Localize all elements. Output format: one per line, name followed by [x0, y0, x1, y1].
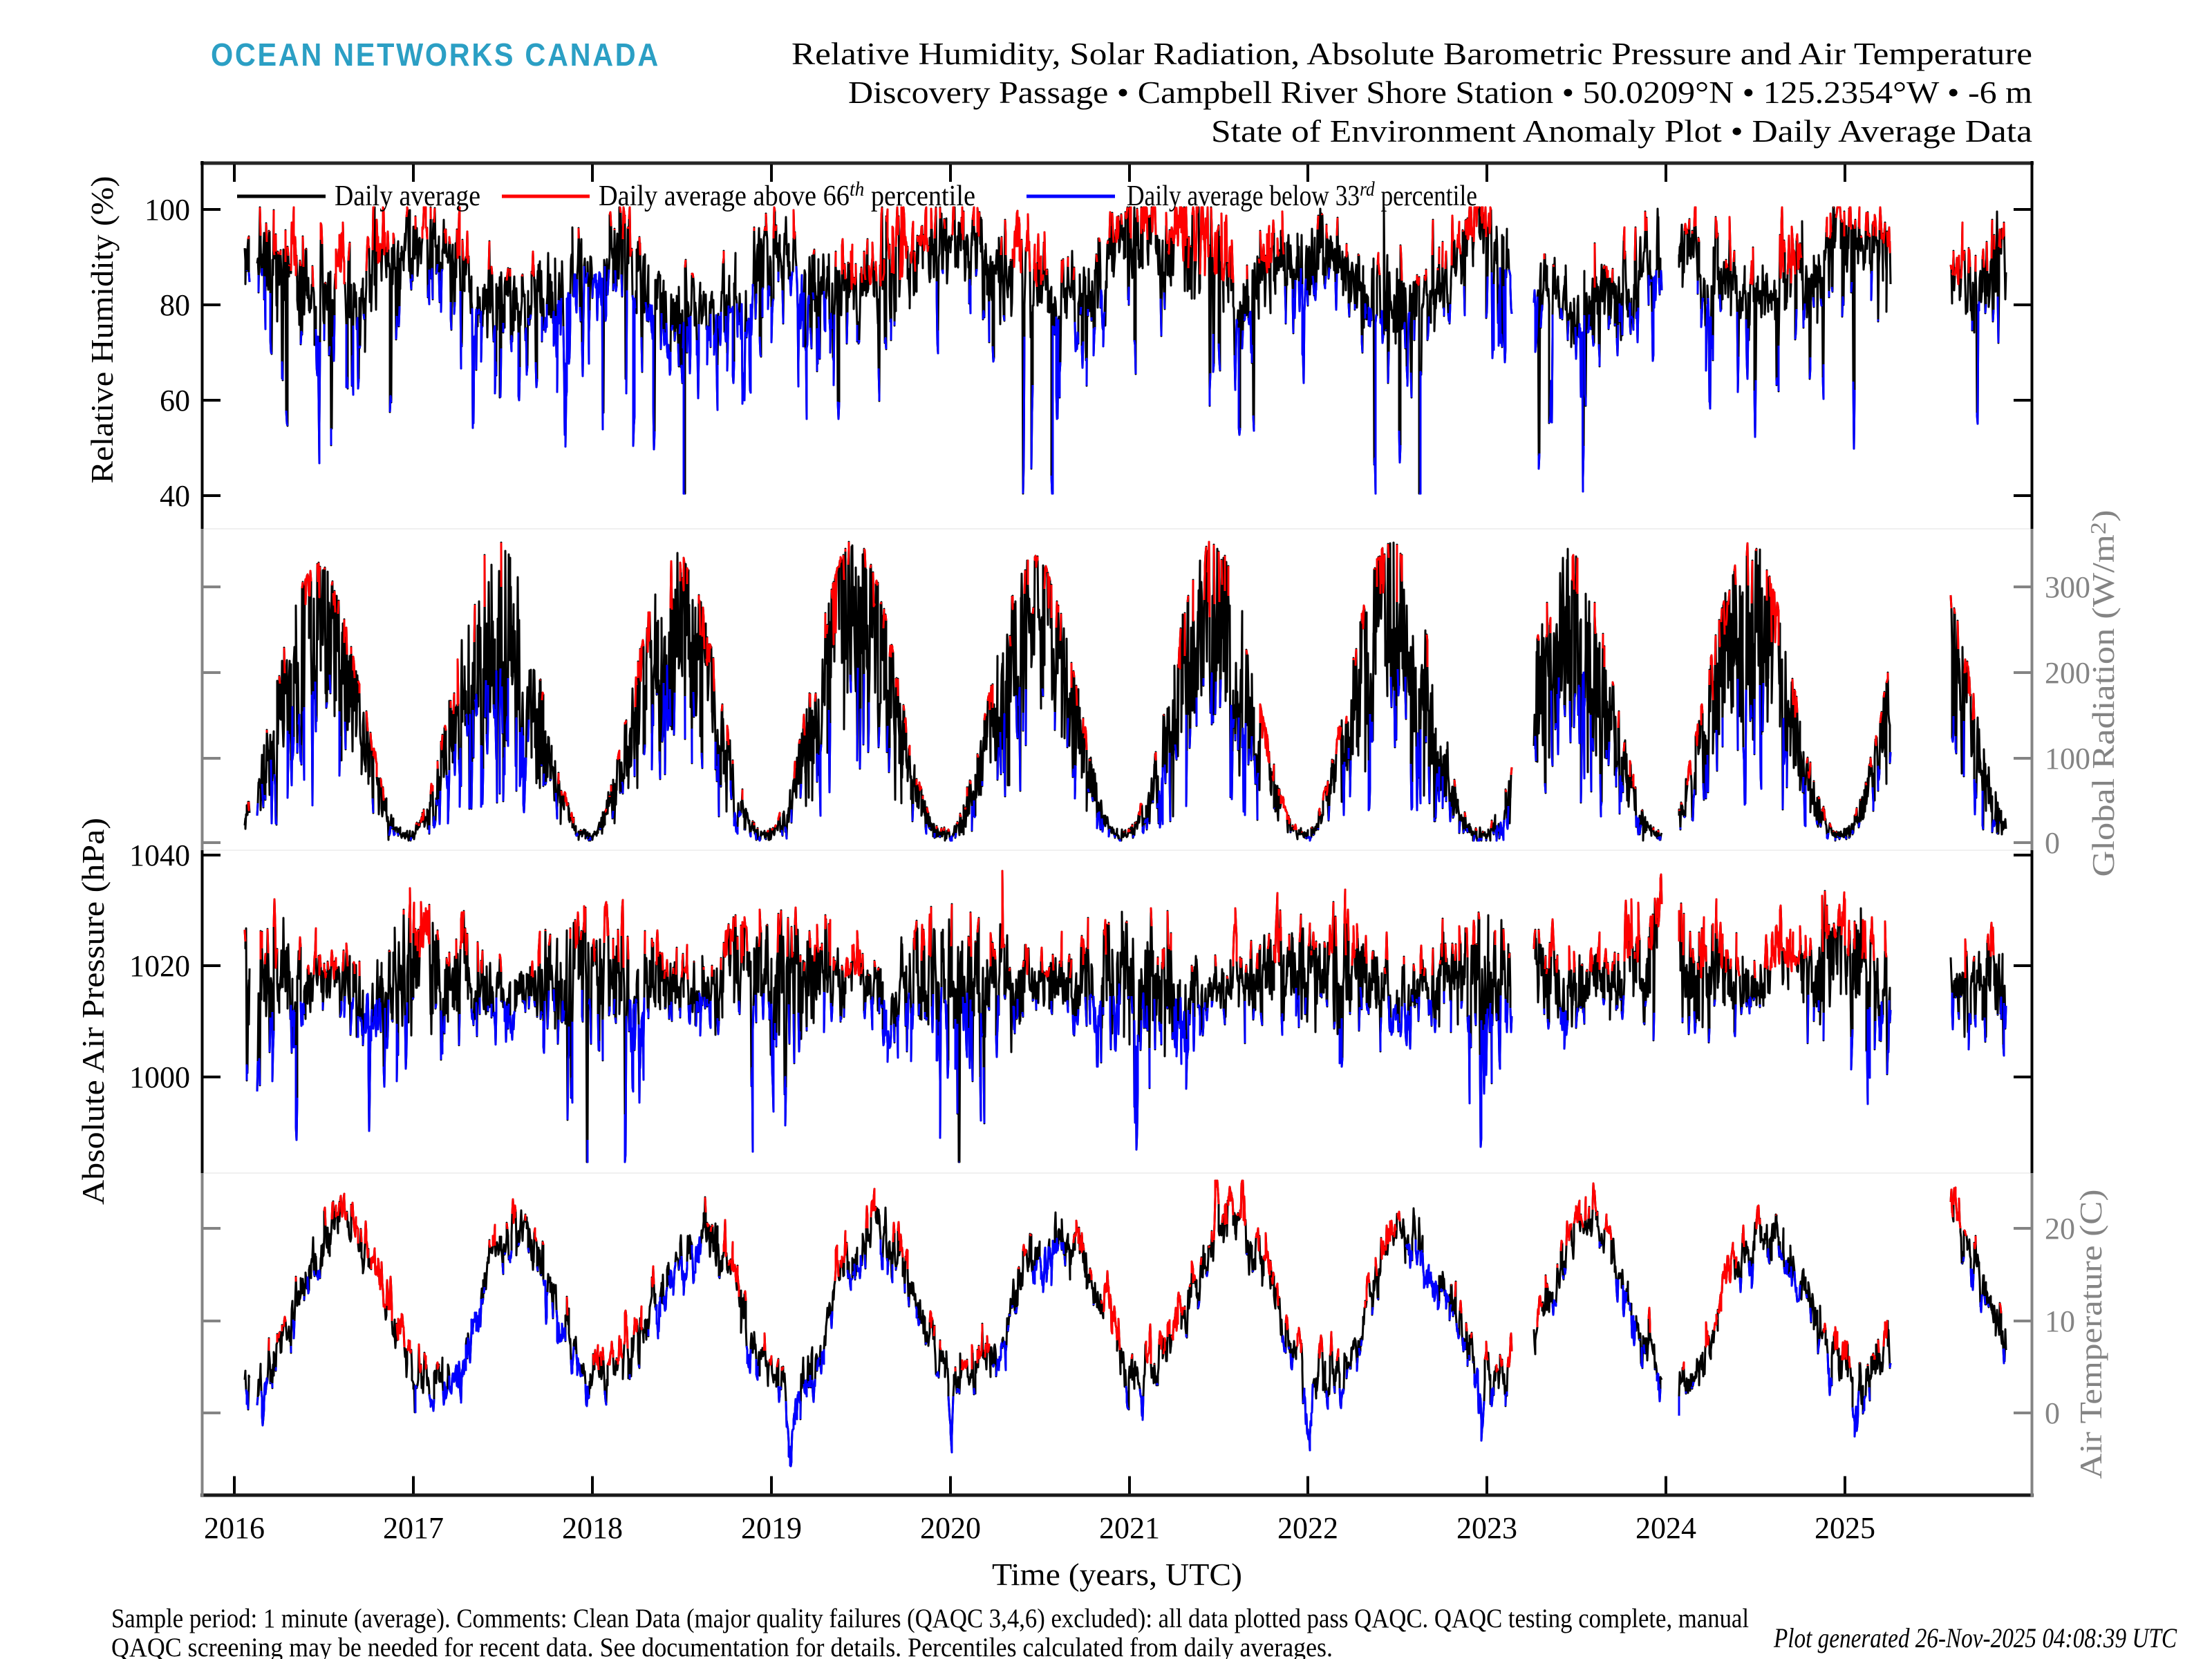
svg-text:Global Radiation (W/m2): Global Radiation (W/m2) — [2086, 510, 2121, 877]
svg-text:1000: 1000 — [129, 1060, 190, 1094]
svg-text:2018: 2018 — [562, 1511, 623, 1545]
svg-text:1040: 1040 — [129, 838, 190, 872]
svg-text:200: 200 — [2045, 656, 2090, 690]
svg-text:100: 100 — [2045, 742, 2090, 776]
svg-text:40: 40 — [160, 479, 190, 513]
svg-text:Daily average below 33rd perce: Daily average below 33rd percentile — [1127, 178, 1477, 212]
svg-text:10: 10 — [2045, 1304, 2075, 1338]
svg-text:Plot generated 26-Nov-2025 04:: Plot generated 26-Nov-2025 04:08:39 UTC — [1773, 1622, 2177, 1653]
svg-text:Daily average: Daily average — [335, 180, 480, 212]
svg-text:0: 0 — [2045, 1396, 2060, 1430]
svg-text:2016: 2016 — [204, 1511, 265, 1545]
svg-text:Relative Humidity (%): Relative Humidity (%) — [84, 176, 120, 484]
svg-text:Discovery Passage • Campbell R: Discovery Passage • Campbell River Shore… — [848, 75, 2032, 110]
svg-text:2022: 2022 — [1277, 1511, 1338, 1545]
svg-text:100: 100 — [144, 193, 190, 227]
svg-text:Time (years, UTC): Time (years, UTC) — [992, 1557, 1242, 1592]
svg-text:Relative Humidity, Solar Radia: Relative Humidity, Solar Radiation, Abso… — [791, 37, 2032, 71]
svg-text:2024: 2024 — [1635, 1511, 1696, 1545]
svg-text:Sample period: 1 minute (avera: Sample period: 1 minute (average). Comme… — [111, 1604, 1749, 1633]
svg-text:Absolute Air Pressure (hPa): Absolute Air Pressure (hPa) — [75, 818, 111, 1205]
svg-text:QAQC screening may be needed f: QAQC screening may be needed for recent … — [111, 1633, 1333, 1659]
svg-text:2019: 2019 — [741, 1511, 802, 1545]
svg-text:300: 300 — [2045, 570, 2090, 604]
svg-text:State of Environment Anomaly P: State of Environment Anomaly Plot • Dail… — [1211, 114, 2032, 149]
svg-text:20: 20 — [2045, 1212, 2075, 1246]
svg-text:60: 60 — [160, 384, 190, 418]
svg-text:0: 0 — [2045, 826, 2060, 860]
svg-text:80: 80 — [160, 288, 190, 322]
svg-text:OCEAN NETWORKS CANADA: OCEAN NETWORKS CANADA — [211, 37, 660, 73]
svg-text:2021: 2021 — [1099, 1511, 1160, 1545]
svg-text:2023: 2023 — [1456, 1511, 1517, 1545]
svg-text:2020: 2020 — [920, 1511, 981, 1545]
svg-text:2025: 2025 — [1815, 1511, 1875, 1545]
svg-text:2017: 2017 — [383, 1511, 444, 1545]
svg-text:Air Temperature (C): Air Temperature (C) — [2073, 1190, 2108, 1479]
svg-text:Daily average above 66th perce: Daily average above 66th percentile — [599, 178, 975, 212]
svg-text:1020: 1020 — [129, 949, 190, 983]
